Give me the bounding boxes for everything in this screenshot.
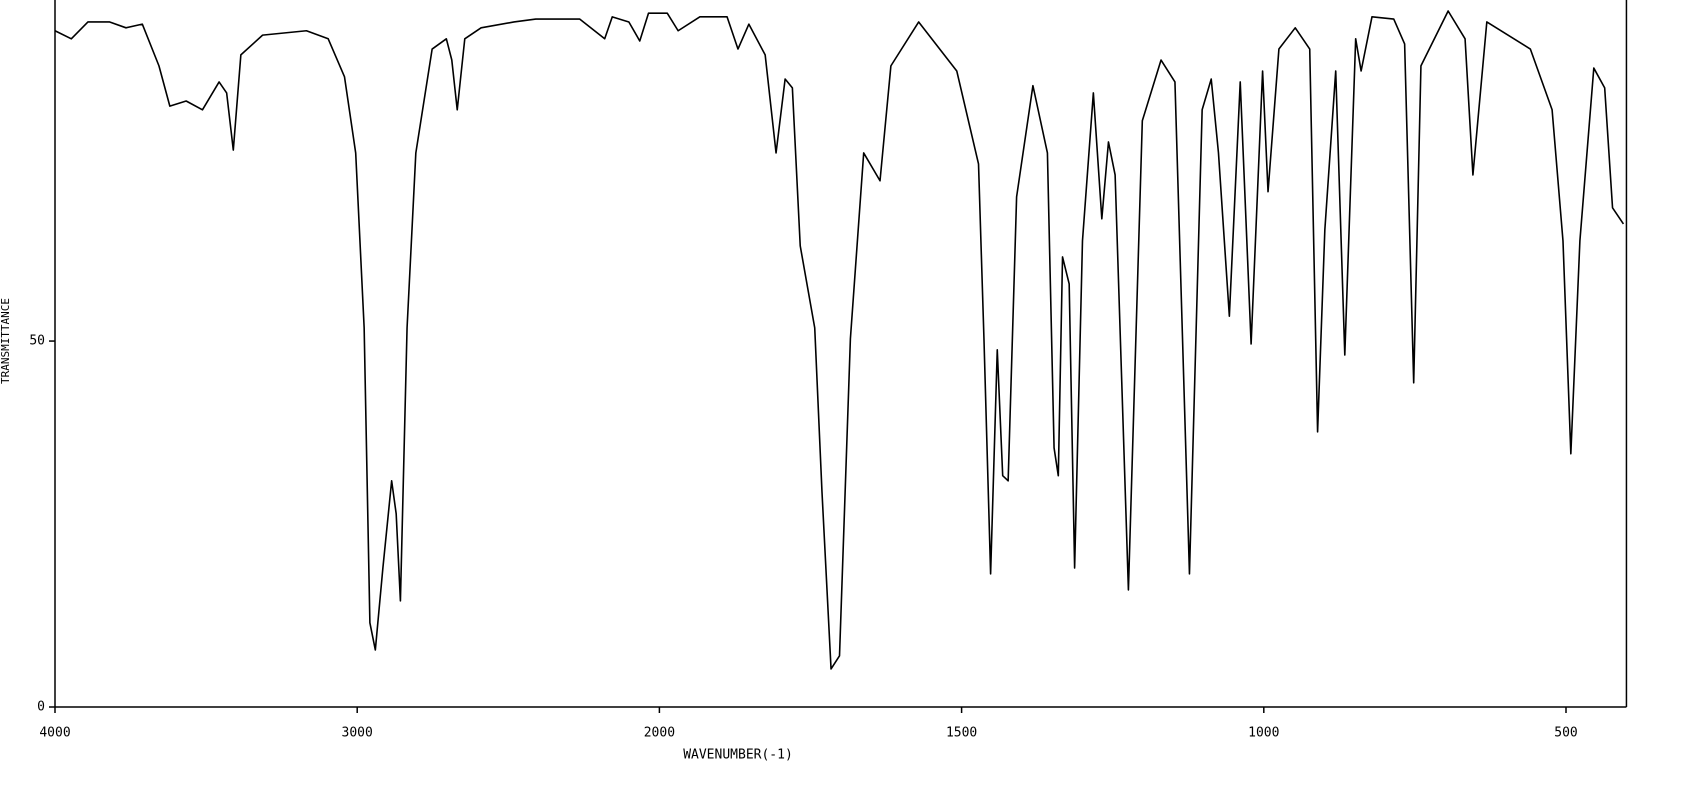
y-tick-label: 0 (37, 700, 45, 715)
x-tick-label: 3000 (342, 726, 373, 741)
x-tick-label: 4000 (39, 726, 70, 741)
spectrum-line (54, 10, 1625, 670)
y-axis-label: TRANSMITTANCE (0, 298, 12, 384)
x-tick-label: 1500 (946, 726, 977, 741)
x-tick-label: 1000 (1248, 726, 1279, 741)
y-tick-label: 50 (29, 334, 45, 349)
x-tick-label: 500 (1554, 726, 1577, 741)
x-axis-label: WAVENUMBER(-1) (683, 748, 793, 763)
x-tick-label: 2000 (644, 726, 675, 741)
